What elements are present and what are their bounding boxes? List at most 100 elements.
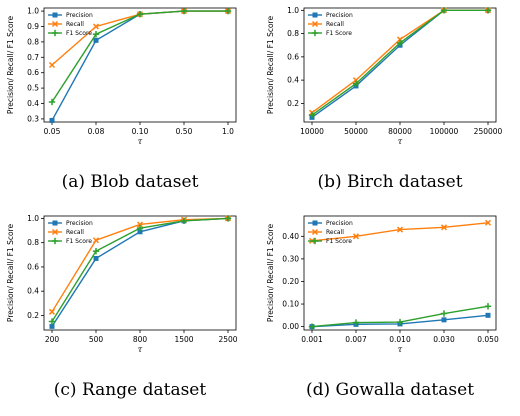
y-tick-label: 0.4 [287,76,299,85]
x-tick-label: 2500 [218,335,237,344]
x-tick-label: 50000 [344,127,368,136]
y-tick-label: 0.30 [282,254,299,263]
y-tick-label: 0.6 [27,262,39,271]
legend: Precision Recall F1 Score [308,220,353,245]
y-axis-label: Precision/ Recall/ F1 Score [6,16,15,115]
legend-marker-recall [51,20,59,28]
y-axis-label: Precision/ Recall/ F1 Score [266,224,275,323]
legend-marker-f1-score [51,29,59,37]
point-f1-score [352,80,360,87]
x-tick-label: 0.050 [477,335,499,344]
legend-label-recall: Recall [326,229,344,236]
legend-label-f1-score: F1 Score [66,238,92,245]
point-f1-score [92,247,100,255]
caption-birch: (b) Birch dataset [317,172,463,192]
point-f1-score [180,217,188,225]
legend: Precision Recall F1 Score [48,12,93,37]
x-tick-label: 200 [45,335,60,344]
legend-label-precision: Precision [66,220,93,227]
point-f1-score [396,39,404,47]
point-f1-score [352,319,360,326]
point-f1-score [180,7,188,15]
y-tick-label: 0.40 [282,232,299,241]
point-f1-score [396,318,404,326]
chart-panel-gowalla: 0.00 0.10 0.20 0.30 0.40 0.001 0.007 0.010 0.030… [260,208,520,416]
y-axis-label: Precision/ Recall/ F1 Score [6,224,15,323]
point-f1-score [224,215,232,222]
y-tick-label: 0.6 [287,52,299,61]
point-f1-score [136,10,144,18]
x-axis-label: τ [138,345,143,354]
legend-label-recall: Recall [66,229,84,236]
point-f1-score [484,7,492,14]
series-f1-score [48,7,232,106]
legend-marker-f1-score [311,237,319,245]
y-tick-label: 0.4 [27,287,39,296]
x-tick-label: 0.001 [301,335,323,344]
chart-gowalla: 0.00 0.10 0.20 0.30 0.40 0.001 0.007 0.010 0.030… [266,215,499,354]
point-f1-score [48,318,56,325]
x-tick-label: 250000 [474,127,503,136]
legend: Precision Recall F1 Score [48,220,93,245]
point-recall [48,308,56,315]
y-tick-label: 0.3 [27,114,39,123]
series-f1-score [308,303,492,330]
x-tick-label: 0.010 [389,335,411,344]
x-tick-label: 0.030 [433,335,455,344]
chart-range: 0.2 0.4 0.6 0.8 1.0 200 500 800 1500 2500 τ Precisi… [6,214,238,354]
y-tick-label: 0.9 [27,22,39,31]
x-tick-label: 1.0 [222,127,234,136]
legend-label-precision: Precision [326,220,353,227]
y-tick-label: 1.0 [27,7,39,16]
point-f1-score [92,30,100,38]
x-tick-label: 800 [133,335,148,344]
point-recall [352,233,360,240]
x-tick-label: 0.50 [176,127,193,136]
y-axis-label: Precision/ Recall/ F1 Score [266,16,275,115]
y-tick-label: 0.10 [282,300,299,309]
chart-panel-blob: 0.3 0.4 0.5 0.6 0.7 0.8 0.9 1.0 0.05 0.08 0.10 0.50… [0,0,260,208]
x-tick-label: 10000 [300,127,324,136]
x-axis-label: τ [138,137,143,146]
caption-blob: (a) Blob dataset [61,172,199,192]
point-recall [440,224,448,231]
x-tick-label: 100000 [430,127,459,136]
legend-label-recall: Recall [326,21,344,28]
x-axis-label: τ [398,137,403,146]
caption-range: (c) Range dataset [53,380,207,400]
point-f1-score [308,323,316,330]
y-tick-label: 0.2 [287,99,299,108]
legend-label-f1-score: F1 Score [326,238,352,245]
legend-marker-recall [311,20,319,28]
y-tick-label: 0.4 [27,99,39,108]
point-precision [485,312,491,318]
series-f1-score [308,7,492,119]
point-precision [49,323,55,329]
x-tick-label: 0.08 [88,127,105,136]
point-f1-score [136,224,144,232]
point-f1-score [308,111,316,119]
y-tick-label: 0.20 [282,277,299,286]
point-f1-score [48,98,56,106]
legend-label-f1-score: F1 Score [326,30,352,37]
y-tick-label: 0.7 [27,53,39,62]
y-tick-label: 0.8 [27,238,39,247]
point-recall [396,226,404,233]
point-precision [93,255,99,261]
point-f1-score [440,7,448,14]
x-tick-label: 1500 [174,335,193,344]
y-tick-label: 0.00 [282,322,299,331]
chart-blob: 0.3 0.4 0.5 0.6 0.7 0.8 0.9 1.0 0.05 0.08 0.10 0.50… [6,7,237,146]
y-tick-label: 0.5 [27,84,39,93]
x-tick-label: 0.007 [345,335,367,344]
point-recall [92,237,100,244]
chart-panel-birch: 0.2 0.4 0.6 0.8 1.0 10000 50000 80000 100000 2500… [260,0,520,208]
point-precision [137,229,143,235]
legend-marker-precision [312,220,318,226]
y-tick-label: 1.0 [27,214,39,223]
legend-marker-precision [312,12,318,18]
point-recall [136,221,144,228]
legend-label-f1-score: F1 Score [66,30,92,37]
legend: Precision Recall F1 Score [308,12,353,37]
point-recall [92,23,100,30]
